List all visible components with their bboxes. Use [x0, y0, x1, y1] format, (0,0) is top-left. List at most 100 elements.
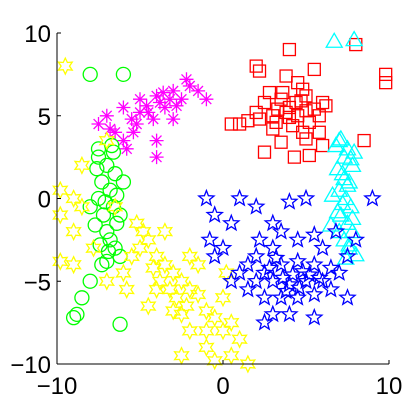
data-point	[65, 255, 82, 275]
data-point	[103, 122, 118, 136]
data-point	[52, 205, 69, 225]
data-point	[57, 56, 74, 76]
data-point	[115, 66, 132, 83]
data-point	[349, 37, 363, 52]
data-point	[119, 141, 134, 156]
data-point	[304, 225, 324, 243]
data-point	[331, 205, 350, 222]
series-asterisk	[91, 72, 214, 165]
data-point	[206, 351, 223, 371]
data-point	[214, 321, 232, 341]
data-point	[115, 263, 132, 283]
data-point	[238, 254, 258, 273]
data-point	[133, 92, 147, 107]
y-tick-label: −5	[24, 269, 51, 296]
data-point	[135, 222, 152, 242]
data-point	[313, 238, 332, 257]
data-point	[341, 149, 360, 166]
data-point	[140, 296, 157, 316]
data-point	[232, 117, 247, 131]
data-point	[221, 271, 241, 290]
data-point	[257, 95, 272, 110]
data-point	[181, 321, 198, 341]
data-point	[126, 125, 141, 140]
data-point	[262, 85, 277, 100]
data-point	[181, 279, 198, 299]
data-point	[299, 104, 313, 118]
data-point	[102, 232, 118, 248]
data-point	[294, 94, 308, 108]
data-point	[288, 287, 308, 306]
data-point	[304, 307, 324, 326]
data-point	[179, 72, 194, 87]
data-point	[52, 251, 69, 271]
data-point	[263, 213, 283, 232]
data-point	[65, 222, 82, 242]
data-point	[100, 243, 117, 260]
data-point	[116, 133, 131, 148]
data-point	[73, 155, 91, 175]
data-point	[94, 174, 110, 190]
data-point	[129, 117, 144, 131]
data-point	[198, 301, 215, 321]
data-point	[290, 278, 309, 296]
data-point	[231, 329, 248, 349]
data-point	[165, 263, 182, 283]
data-point	[283, 264, 303, 283]
data-point	[98, 131, 115, 151]
data-point	[241, 114, 255, 128]
x-tick-label: −10	[37, 373, 78, 400]
data-point	[379, 76, 393, 90]
data-point	[263, 304, 283, 323]
data-point	[65, 188, 82, 209]
y-tick-label: 10	[24, 21, 51, 48]
data-point	[239, 354, 257, 374]
data-point	[338, 246, 357, 265]
data-point	[357, 133, 371, 148]
data-point	[299, 264, 319, 283]
data-point	[338, 287, 357, 306]
data-point	[325, 31, 344, 48]
data-point	[198, 321, 215, 341]
data-point	[289, 95, 303, 110]
data-point	[343, 209, 362, 226]
data-point	[112, 316, 128, 332]
data-point	[249, 59, 263, 73]
data-point	[255, 312, 274, 331]
data-point	[282, 42, 297, 57]
data-point	[266, 122, 280, 136]
data-point	[246, 196, 266, 215]
data-point	[260, 258, 279, 276]
data-point	[280, 304, 299, 323]
data-point	[206, 308, 223, 328]
data-point	[307, 62, 321, 77]
data-point	[312, 125, 326, 139]
data-point	[288, 230, 308, 248]
data-point	[335, 169, 354, 186]
data-point	[123, 246, 140, 266]
data-point	[279, 69, 293, 83]
data-point	[282, 110, 297, 125]
data-point	[271, 102, 285, 116]
data-point	[99, 108, 114, 123]
data-point	[109, 215, 125, 231]
data-point	[255, 263, 274, 281]
data-point	[257, 145, 272, 159]
y-tick-label: −10	[10, 352, 51, 379]
x-tick-label: 10	[376, 373, 403, 400]
series-square	[224, 37, 393, 164]
data-point	[73, 197, 91, 217]
data-point	[173, 304, 190, 324]
data-point	[323, 185, 342, 202]
data-point	[304, 254, 324, 273]
data-point	[133, 105, 147, 120]
data-point	[149, 150, 164, 165]
data-point	[315, 138, 330, 153]
data-point	[118, 279, 135, 299]
data-point	[145, 258, 162, 278]
data-point	[166, 112, 181, 127]
data-point	[168, 288, 185, 308]
data-point	[328, 159, 347, 176]
y-tick-label: 0	[38, 187, 51, 214]
